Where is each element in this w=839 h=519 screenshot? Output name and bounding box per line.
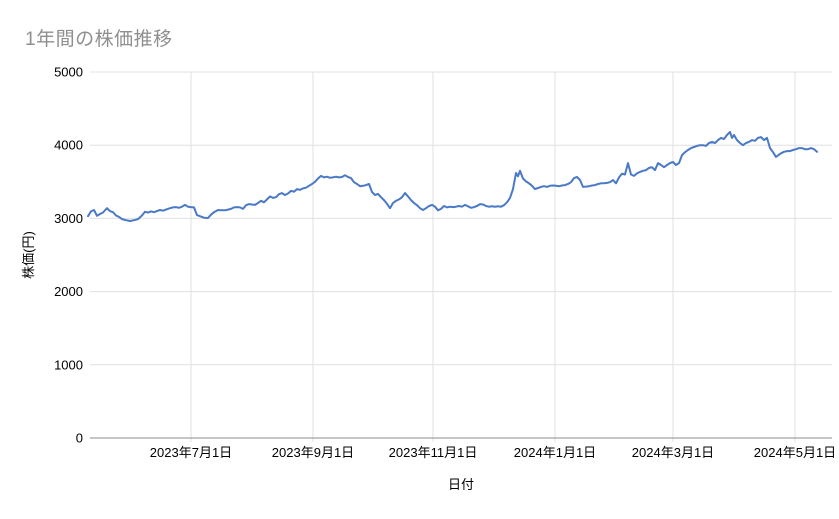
y-axis-title: 株価(円)	[21, 231, 36, 279]
x-tick-label: 2023年7月1日	[150, 445, 232, 460]
chart-title: 1年間の株価推移	[25, 29, 173, 50]
y-tick-label: 4000	[54, 138, 83, 153]
x-tick-label: 2024年5月1日	[754, 445, 836, 460]
x-tick-label: 2023年11月1日	[389, 445, 478, 460]
y-tick-label: 2000	[54, 284, 83, 299]
y-tick-label: 5000	[54, 65, 83, 80]
y-tick-label: 0	[76, 431, 83, 446]
x-tick-label: 2023年9月1日	[272, 445, 354, 460]
y-tick-label: 3000	[54, 211, 83, 226]
x-tick-label: 2024年1月1日	[514, 445, 596, 460]
y-tick-label: 1000	[54, 357, 83, 372]
stock-price-line	[87, 131, 818, 222]
x-axis-title: 日付	[448, 477, 474, 492]
x-tick-label: 2024年3月1日	[632, 445, 714, 460]
